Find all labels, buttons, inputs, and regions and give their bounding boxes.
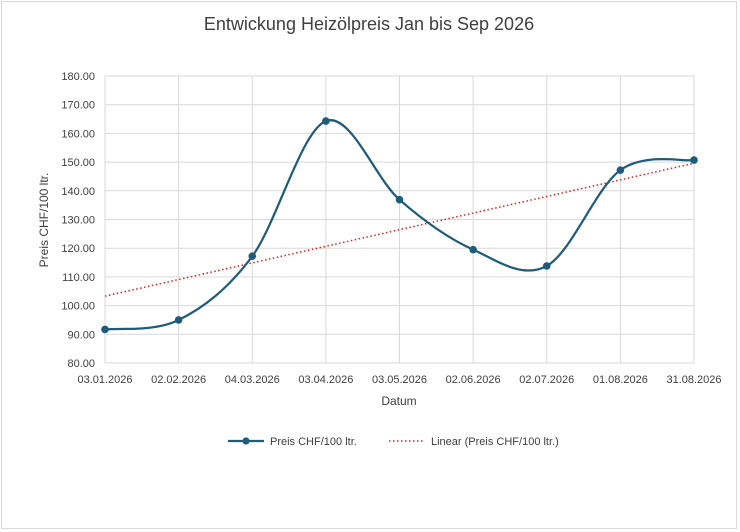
legend-series-marker [242,437,250,445]
legend-trendline-label: Linear (Preis CHF/100 ltr.) [431,436,559,448]
trendline [104,162,695,297]
data-point [469,245,477,254]
series-preis [101,117,698,334]
legend: Preis CHF/100 ltr. Linear (Preis CHF/100… [228,436,559,448]
x-axis-title: Datum [381,394,416,408]
y-axis-ticks: 80.00 90.00 100.00 110.00 120.00 130.00 140.00… [61,71,95,370]
data-point [395,195,404,204]
legend-series-label: Preis CHF/100 ltr. [270,436,357,448]
y-tick-label: 130.00 [61,215,95,227]
y-tick-label: 150.00 [61,157,95,169]
y-tick-label: 180.00 [61,71,95,83]
data-point [690,156,698,164]
data-point [542,262,551,270]
x-tick-label: 03.01.2026 [77,374,132,386]
legend-item-trendline: Linear (Preis CHF/100 ltr.) [389,436,559,448]
x-tick-label: 02.02.2026 [151,374,206,386]
x-tick-label: 03.05.2026 [372,374,427,386]
data-point [616,166,625,174]
x-tick-label: 03.04.2026 [298,374,353,386]
data-point [322,117,330,125]
chart-title: Entwickung Heizölpreis Jan bis Sep 2026 [204,14,534,34]
x-tick-label: 04.03.2026 [225,374,280,386]
y-tick-label: 120.00 [61,243,95,255]
x-tick-label: 01.08.2026 [593,374,648,386]
data-point [101,325,109,334]
linear-trendline [104,162,695,297]
data-point [248,252,257,261]
x-tick-label: 02.06.2026 [446,374,501,386]
x-tick-label: 31.08.2026 [666,374,721,386]
y-axis-title: Preis CHF/100 ltr. [37,173,51,268]
x-axis-ticks: 03.01.2026 02.02.2026 04.03.2026 03.04.2026… [77,374,721,386]
legend-item-series: Preis CHF/100 ltr. [228,436,357,448]
gridlines [104,75,695,364]
x-tick-label: 02.07.2026 [519,374,574,386]
y-tick-label: 90.00 [67,329,95,341]
y-tick-label: 140.00 [61,186,95,198]
y-tick-label: 160.00 [61,128,95,140]
y-tick-label: 100.00 [61,301,95,313]
y-tick-label: 170.00 [61,100,95,112]
data-point [174,316,183,324]
series-line [104,119,695,331]
y-tick-label: 110.00 [62,272,95,284]
y-tick-label: 80.00 [67,358,95,370]
